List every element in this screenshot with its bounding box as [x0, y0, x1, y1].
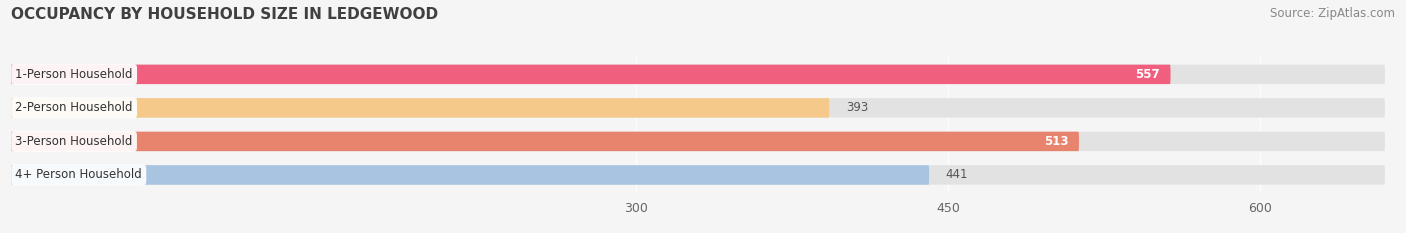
FancyBboxPatch shape — [11, 98, 830, 118]
FancyBboxPatch shape — [11, 165, 1385, 185]
FancyBboxPatch shape — [11, 132, 1078, 151]
Text: 1-Person Household: 1-Person Household — [15, 68, 134, 81]
Text: 4+ Person Household: 4+ Person Household — [15, 168, 142, 182]
Text: 3-Person Household: 3-Person Household — [15, 135, 132, 148]
FancyBboxPatch shape — [11, 165, 929, 185]
FancyBboxPatch shape — [11, 98, 1385, 118]
Text: Source: ZipAtlas.com: Source: ZipAtlas.com — [1270, 7, 1395, 20]
Text: 441: 441 — [946, 168, 969, 182]
Text: 393: 393 — [846, 101, 868, 114]
Text: OCCUPANCY BY HOUSEHOLD SIZE IN LEDGEWOOD: OCCUPANCY BY HOUSEHOLD SIZE IN LEDGEWOOD — [11, 7, 439, 22]
FancyBboxPatch shape — [11, 132, 1385, 151]
FancyBboxPatch shape — [11, 65, 1171, 84]
Text: 513: 513 — [1045, 135, 1069, 148]
Text: 2-Person Household: 2-Person Household — [15, 101, 134, 114]
Text: 557: 557 — [1136, 68, 1160, 81]
FancyBboxPatch shape — [11, 65, 1385, 84]
